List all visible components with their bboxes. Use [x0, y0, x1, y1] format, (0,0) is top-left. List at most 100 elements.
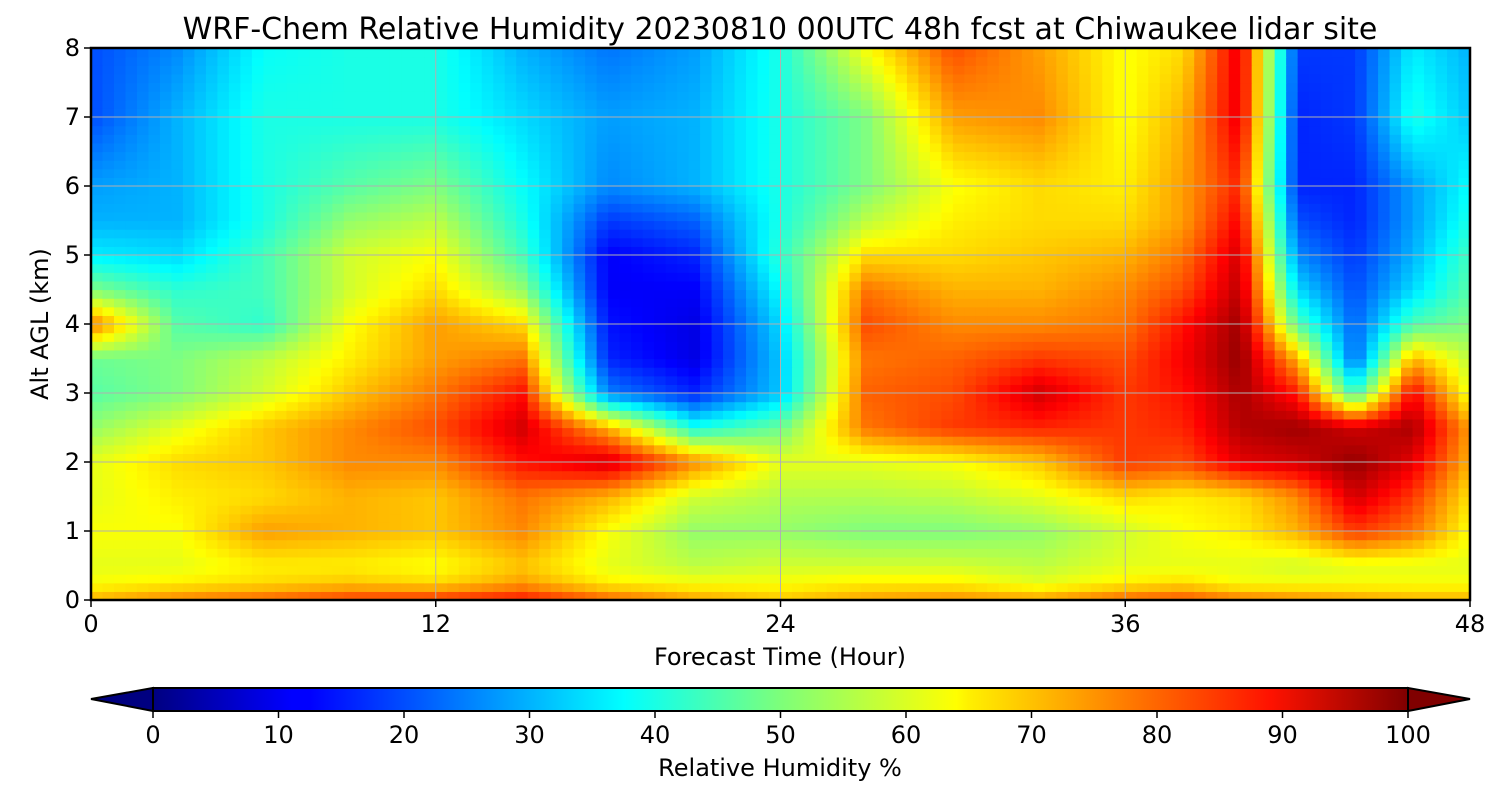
- heatmap-cell: [424, 367, 437, 377]
- heatmap-cell: [481, 358, 494, 368]
- heatmap-cell: [470, 479, 483, 489]
- heatmap-cell: [1159, 280, 1172, 291]
- heatmap-cell: [1148, 393, 1161, 403]
- heatmap-cell: [1056, 410, 1069, 420]
- heatmap-cell: [1435, 487, 1448, 498]
- heatmap-cell: [412, 349, 425, 360]
- heatmap-cell: [964, 505, 977, 515]
- heatmap-cell: [906, 556, 919, 567]
- heatmap-cell: [274, 401, 287, 411]
- heatmap-cell: [1355, 453, 1368, 463]
- heatmap-cell: [929, 496, 942, 506]
- heatmap-cell: [458, 565, 471, 575]
- heatmap-cell: [654, 306, 667, 316]
- heatmap-cell: [309, 375, 322, 385]
- heatmap-cell: [1435, 418, 1448, 429]
- heatmap-cell: [113, 548, 127, 558]
- heatmap-cell: [527, 453, 540, 463]
- heatmap-cell: [711, 479, 724, 489]
- heatmap-cell: [906, 479, 919, 489]
- heatmap-cell: [1148, 556, 1161, 567]
- heatmap-cell: [217, 574, 230, 584]
- heatmap-cell: [1332, 496, 1345, 506]
- heatmap-cell: [1320, 444, 1333, 454]
- heatmap-cell: [1251, 280, 1264, 291]
- heatmap-cell: [642, 496, 655, 506]
- heatmap-cell: [1205, 384, 1218, 394]
- heatmap-cell: [746, 427, 759, 437]
- heatmap-cell: [677, 332, 690, 342]
- heatmap-cell: [1424, 487, 1437, 498]
- heatmap-cell: [837, 487, 851, 498]
- heatmap-cell: [240, 367, 253, 377]
- heatmap-cell: [1389, 462, 1402, 472]
- heatmap-cell: [343, 565, 356, 575]
- heatmap-cell: [1458, 522, 1470, 532]
- heatmap-cell: [1136, 574, 1149, 584]
- heatmap-cell: [975, 591, 988, 600]
- heatmap-cell: [1297, 522, 1310, 532]
- heatmap-cell: [1102, 574, 1115, 584]
- heatmap-cell: [1171, 427, 1184, 437]
- heatmap-cell: [309, 591, 322, 600]
- heatmap-cell: [1217, 280, 1230, 291]
- heatmap-cell: [780, 367, 793, 377]
- heatmap-cell: [516, 358, 529, 368]
- heatmap-cell: [251, 401, 264, 411]
- heatmap-cell: [619, 436, 632, 446]
- heatmap-cell: [596, 479, 609, 489]
- heatmap-cell: [550, 272, 563, 282]
- heatmap-cell: [412, 539, 425, 549]
- heatmap-cell: [665, 263, 678, 273]
- heatmap-cell: [1309, 427, 1322, 437]
- heatmap-cell: [1044, 496, 1057, 506]
- heatmap-cell: [159, 410, 173, 420]
- heatmap-cell: [470, 237, 483, 247]
- heatmap-cell: [929, 462, 942, 472]
- heatmap-cell: [148, 582, 161, 592]
- heatmap-cell: [1171, 522, 1184, 532]
- heatmap-cell: [562, 272, 575, 282]
- heatmap-cell: [619, 574, 632, 584]
- heatmap-cell: [1343, 358, 1356, 368]
- heatmap-cell: [493, 255, 506, 265]
- heatmap-cell: [343, 349, 356, 360]
- heatmap-cell: [286, 531, 299, 541]
- heatmap-cell: [746, 418, 759, 429]
- heatmap-cell: [263, 436, 276, 446]
- heatmap-cell: [1320, 418, 1333, 429]
- heatmap-cell: [849, 479, 862, 489]
- heatmap-cell: [769, 349, 782, 360]
- heatmap-cell: [998, 539, 1011, 549]
- heatmap-cell: [803, 591, 816, 600]
- heatmap-cell: [412, 556, 425, 567]
- heatmap-cell: [883, 591, 897, 600]
- heatmap-cell: [1274, 289, 1287, 299]
- heatmap-cell: [1286, 375, 1299, 385]
- heatmap-cell: [975, 289, 988, 299]
- heatmap-cell: [1332, 539, 1345, 549]
- heatmap-cell: [1447, 591, 1460, 600]
- heatmap-cell: [849, 556, 862, 567]
- heatmap-cell: [1274, 582, 1287, 592]
- heatmap-cell: [516, 298, 529, 308]
- heatmap-cell: [826, 505, 839, 515]
- heatmap-cell: [504, 531, 517, 541]
- heatmap-cell: [1435, 436, 1448, 446]
- heatmap-cell: [608, 289, 621, 299]
- heatmap-cell: [918, 418, 931, 429]
- heatmap-cell: [734, 513, 747, 523]
- heatmap-cell: [424, 479, 437, 489]
- heatmap-cell: [573, 436, 586, 446]
- heatmap-cell: [964, 487, 977, 498]
- heatmap-cell: [631, 384, 644, 394]
- heatmap-cell: [780, 341, 793, 351]
- heatmap-cell: [677, 496, 690, 506]
- heatmap-cell: [447, 410, 460, 420]
- heatmap-cell: [1033, 358, 1046, 368]
- heatmap-cell: [803, 393, 816, 403]
- heatmap-cell: [1389, 324, 1402, 334]
- heatmap-cell: [424, 574, 437, 584]
- heatmap-cell: [516, 505, 529, 515]
- heatmap-cell: [343, 462, 356, 472]
